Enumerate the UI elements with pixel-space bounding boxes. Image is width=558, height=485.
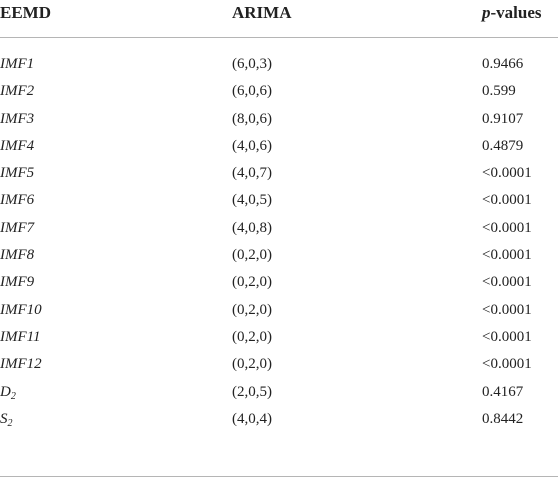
table-row: IMF12 (0,2,0) <0.0001	[0, 354, 558, 381]
table-row: D2 (2,0,5) 0.4167	[0, 382, 558, 409]
cell-arima-order: (2,0,5)	[232, 383, 272, 400]
component-name: IMF2	[0, 83, 35, 100]
cell-arima-order: (4,0,4)	[232, 410, 272, 427]
table-row: IMF3 (8,0,6) 0.9107	[0, 109, 558, 136]
cell-eemd-component: IMF12	[0, 354, 42, 374]
table-body: IMF1 (6,0,3) 0.9466 IMF2 (6,0,6) 0.599 IMF3 (8,…	[0, 54, 558, 436]
table-row: IMF2 (6,0,6) 0.599	[0, 81, 558, 108]
cell-p-value: 0.9107	[482, 110, 524, 127]
header-p-letter: p	[482, 3, 491, 22]
cell-eemd-component: IMF3	[0, 109, 34, 129]
table-row: IMF9 (0,2,0) <0.0001	[0, 272, 558, 299]
table-row: IMF5 (4,0,7) <0.0001	[0, 163, 558, 190]
table-row: IMF11 (0,2,0) <0.0001	[0, 327, 558, 354]
component-name: IMF5	[0, 165, 35, 182]
cell-p-value: <0.0001	[482, 274, 532, 291]
table-row: IMF8 (0,2,0) <0.0001	[0, 245, 558, 272]
cell-arima-order: (4,0,8)	[232, 219, 272, 236]
cell-arima-order: (0,2,0)	[232, 301, 272, 318]
cell-arima-order: (6,0,3)	[232, 56, 272, 72]
cell-eemd-component: IMF7	[0, 218, 34, 238]
component-name: IMF1	[0, 56, 35, 72]
component-name: IMF12	[0, 356, 42, 373]
component-name: IMF10	[0, 301, 42, 318]
component-name: IMF6	[0, 192, 35, 209]
cell-p-value: <0.0001	[482, 301, 532, 318]
cell-arima-order: (6,0,6)	[232, 83, 272, 100]
cell-arima-order: (8,0,6)	[232, 110, 272, 127]
component-name: IMF8	[0, 247, 35, 264]
component-subscript: 2	[7, 417, 13, 429]
cell-arima-order: (4,0,7)	[232, 165, 272, 182]
component-name: IMF7	[0, 219, 35, 236]
component-name: IMF4	[0, 137, 35, 154]
cell-p-value: 0.8442	[482, 410, 524, 427]
cell-eemd-component: IMF5	[0, 163, 34, 183]
cell-p-value: 0.4167	[482, 383, 524, 400]
cell-p-value: <0.0001	[482, 328, 532, 345]
table-row: IMF4 (4,0,6) 0.4879	[0, 136, 558, 163]
cell-eemd-component: IMF1	[0, 54, 34, 74]
table-row: S2 (4,0,4) 0.8442	[0, 409, 558, 436]
component-name: D	[0, 383, 11, 400]
cell-eemd-component: IMF2	[0, 81, 34, 101]
cell-p-value: 0.599	[482, 83, 516, 100]
header-values-suffix: -values	[490, 3, 542, 22]
component-name: IMF9	[0, 274, 35, 291]
cell-arima-order: (4,0,6)	[232, 137, 272, 154]
table-bottom-rule	[0, 476, 558, 477]
table-row: IMF10 (0,2,0) <0.0001	[0, 300, 558, 327]
cell-p-value: 0.9466	[482, 56, 524, 72]
cell-arima-order: (0,2,0)	[232, 247, 272, 264]
component-name: IMF3	[0, 110, 35, 127]
cell-arima-order: (0,2,0)	[232, 356, 272, 373]
component-subscript: 2	[10, 390, 16, 402]
header-eemd: EEMD	[0, 3, 51, 22]
cell-eemd-component: D2	[0, 382, 16, 402]
cell-eemd-component: IMF8	[0, 245, 34, 265]
cell-p-value: <0.0001	[482, 247, 532, 264]
cell-eemd-component: IMF10	[0, 300, 42, 320]
cell-eemd-component: IMF6	[0, 190, 34, 210]
cell-eemd-component: IMF11	[0, 327, 41, 347]
component-name: IMF11	[0, 328, 41, 345]
cell-p-value: <0.0001	[482, 165, 532, 182]
table-row: IMF7 (4,0,8) <0.0001	[0, 218, 558, 245]
cell-p-value: <0.0001	[482, 356, 532, 373]
cell-eemd-component: IMF9	[0, 272, 34, 292]
header-arima: ARIMA	[232, 3, 292, 22]
cell-p-value: <0.0001	[482, 219, 532, 236]
cell-arima-order: (0,2,0)	[232, 328, 272, 345]
cell-eemd-component: IMF4	[0, 136, 34, 156]
table-header-row: EEMD ARIMA p-values	[0, 0, 558, 38]
header-p-values: p-values	[482, 2, 542, 24]
cell-arima-order: (0,2,0)	[232, 274, 272, 291]
component-name: S	[0, 410, 8, 427]
cell-eemd-component: S2	[0, 409, 13, 429]
cell-arima-order: (4,0,5)	[232, 192, 272, 209]
cell-p-value: 0.4879	[482, 137, 524, 154]
cell-p-value: <0.0001	[482, 192, 532, 209]
table-row: IMF1 (6,0,3) 0.9466	[0, 54, 558, 81]
table-row: IMF6 (4,0,5) <0.0001	[0, 190, 558, 217]
